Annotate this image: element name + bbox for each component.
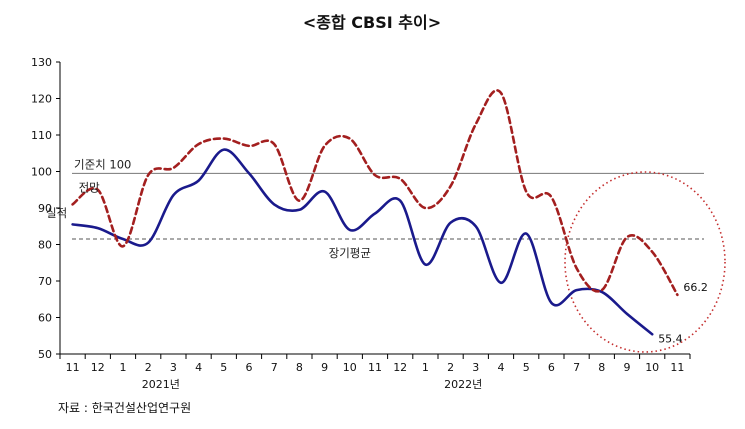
x-tick-label: 7: [573, 361, 580, 374]
y-tick-label: 110: [31, 129, 52, 142]
reference-lines: 기준치 100 장기평균: [72, 157, 704, 260]
y-tick-label: 130: [31, 56, 52, 69]
x-tick-label: 11: [66, 361, 80, 374]
x-tick-label: 2: [447, 361, 454, 374]
actual-end-label: 55.4: [658, 332, 683, 345]
x-tick-label: 11: [368, 361, 382, 374]
forecast-series-label: 전망: [79, 180, 101, 194]
x-tick-label: 6: [548, 361, 555, 374]
forecast-end-label: 66.2: [683, 281, 708, 294]
y-tick-label: 80: [38, 239, 52, 252]
series-lines: [71, 89, 679, 336]
highlight-ellipse: [564, 171, 726, 353]
y-tick-label: 50: [38, 348, 52, 361]
y-tick-label: 90: [38, 202, 52, 215]
x-tick-label: 10: [645, 361, 659, 374]
forecast-series-line: [71, 89, 679, 297]
x-tick-label: 4: [195, 361, 202, 374]
x-tick-label: 8: [296, 361, 303, 374]
y-tick-label: 120: [31, 93, 52, 106]
baseline-100-label: 기준치 100: [74, 157, 131, 171]
x-tick-label: 3: [170, 361, 177, 374]
y-tick-label: 100: [31, 166, 52, 179]
x-tick-label: 10: [343, 361, 357, 374]
year-label: 2022년: [444, 378, 482, 391]
highlight-circle: [564, 171, 726, 353]
actual-series-line: [71, 148, 654, 336]
year-label: 2021년: [142, 378, 180, 391]
long-term-average-label: 장기평균: [329, 246, 371, 260]
chart-title: <종합 CBSI 추이>: [303, 13, 441, 32]
x-tick-label: 12: [393, 361, 407, 374]
x-tick-label: 1: [120, 361, 127, 374]
x-tick-label: 2: [145, 361, 152, 374]
x-tick-label: 7: [271, 361, 278, 374]
x-tick-label: 8: [598, 361, 605, 374]
x-tick-label: 9: [624, 361, 631, 374]
y-tick-label: 70: [38, 275, 52, 288]
source-note: 자료 : 한국건설산업연구원: [58, 401, 191, 415]
x-tick-label: 11: [670, 361, 684, 374]
x-tick-label: 6: [246, 361, 253, 374]
x-tick-label: 9: [321, 361, 328, 374]
x-tick-label: 4: [498, 361, 505, 374]
x-tick-label: 5: [523, 361, 530, 374]
y-tick-label: 60: [38, 312, 52, 325]
x-tick-label: 3: [472, 361, 479, 374]
x-tick-label: 1: [422, 361, 429, 374]
x-tick-label: 12: [91, 361, 105, 374]
x-tick-label: 5: [220, 361, 227, 374]
actual-series-label: 실적: [46, 206, 67, 220]
